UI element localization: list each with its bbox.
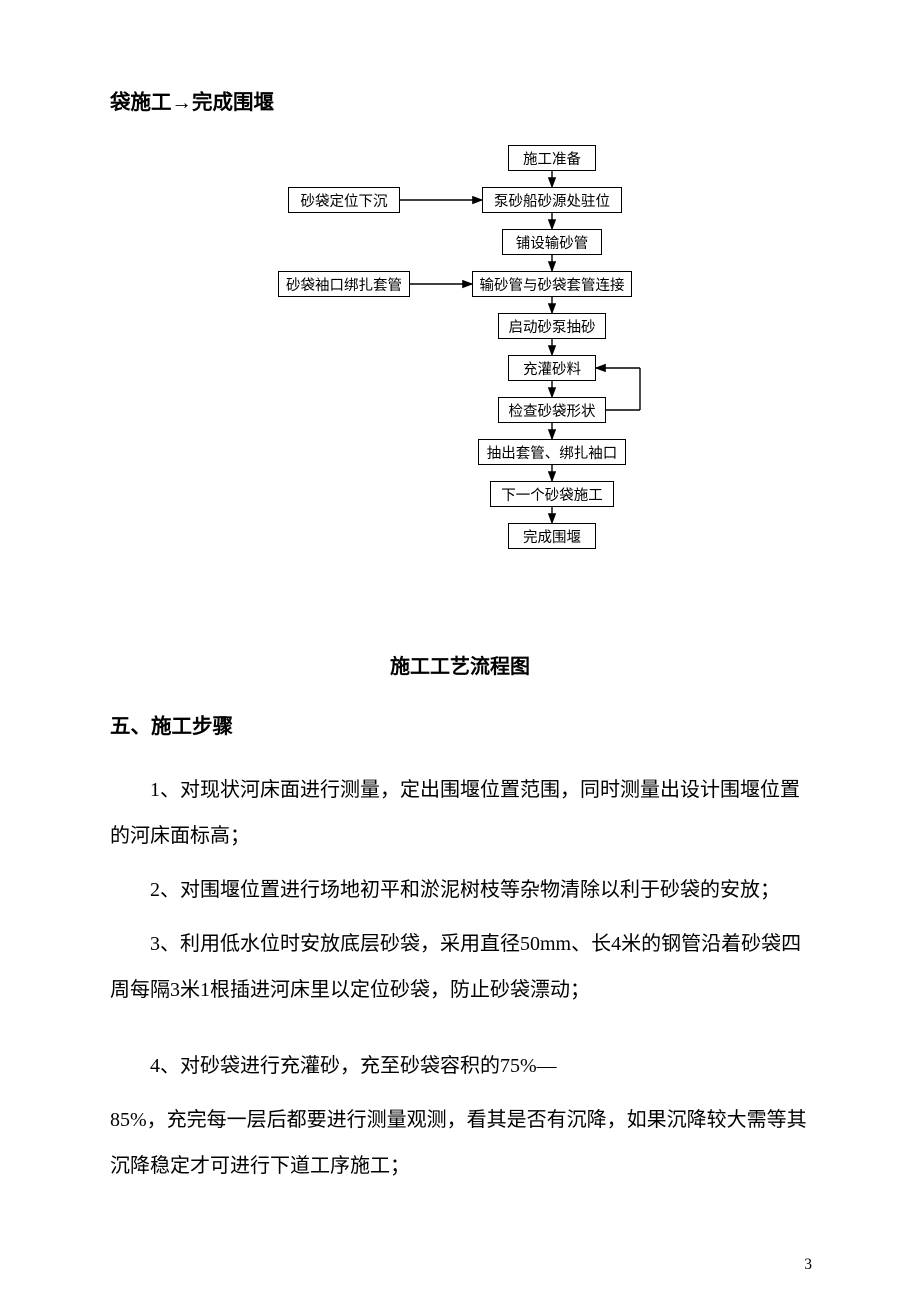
fc-box-pump-boat: 泵砂船砂源处驻位 — [482, 187, 622, 213]
fc-box-connect-pipe: 输砂管与砂袋套管连接 — [472, 271, 632, 297]
flowchart: 施工准备 砂袋定位下沉 泵砂船砂源处驻位 铺设输砂管 砂袋袖口绑扎套管 输砂管与… — [220, 145, 700, 625]
fc-box-prepare: 施工准备 — [508, 145, 596, 171]
fc-box-start-pump: 启动砂泵抽砂 — [498, 313, 606, 339]
step-3: 3、利用低水位时安放底层砂袋，采用直径50mm、长4米的钢管沿着砂袋四周每隔3米… — [110, 921, 810, 1013]
step-2: 2、对围堰位置进行场地初平和淤泥树枝等杂物清除以利于砂袋的安放； — [110, 867, 810, 913]
step-4b: 85%，充完每一层后都要进行测量观测，看其是否有沉降，如果沉降较大需等其沉降稳定… — [110, 1097, 810, 1189]
fc-box-position-sink: 砂袋定位下沉 — [288, 187, 400, 213]
step-1: 1、对现状河床面进行测量，定出围堰位置范围，同时测量出设计围堰位置的河床面标高； — [110, 767, 810, 859]
step-4a: 4、对砂袋进行充灌砂，充至砂袋容积的75%— — [110, 1043, 810, 1089]
fc-box-fill-sand: 充灌砂料 — [508, 355, 596, 381]
section-heading: 五、施工步骤 — [110, 709, 810, 739]
fc-box-tie-sleeve: 砂袋袖口绑扎套管 — [278, 271, 410, 297]
fc-box-complete: 完成围堰 — [508, 523, 596, 549]
fc-box-check-shape: 检查砂袋形状 — [498, 397, 606, 423]
heading-line: 袋施工→完成围堰 — [110, 85, 810, 115]
fc-box-lay-pipe: 铺设输砂管 — [502, 229, 602, 255]
fc-box-next-bag: 下一个砂袋施工 — [490, 481, 614, 507]
flowchart-caption: 施工工艺流程图 — [110, 650, 810, 679]
fc-box-remove-sleeve: 抽出套管、绑扎袖口 — [478, 439, 626, 465]
flowchart-container: 施工准备 砂袋定位下沉 泵砂船砂源处驻位 铺设输砂管 砂袋袖口绑扎套管 输砂管与… — [110, 145, 810, 625]
flowchart-edges — [220, 145, 700, 625]
page-number: 3 — [804, 1256, 812, 1274]
